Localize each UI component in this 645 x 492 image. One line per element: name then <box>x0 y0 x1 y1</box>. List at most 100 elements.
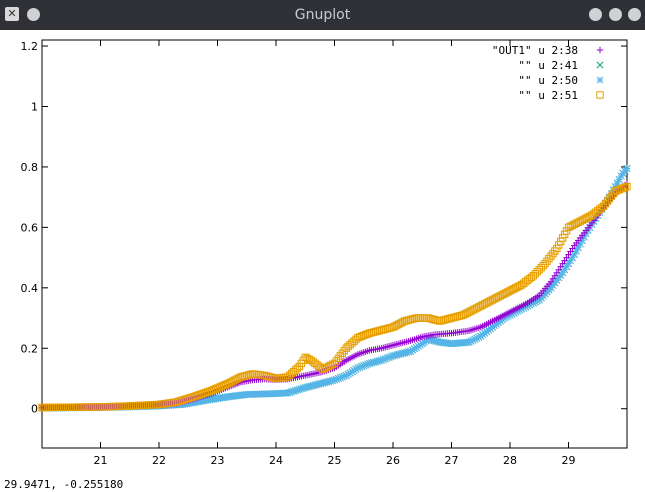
data-point <box>424 314 432 322</box>
data-point <box>299 384 307 392</box>
x-tick-label: 26 <box>386 454 400 467</box>
y-tick-label: 0.6 <box>21 221 39 234</box>
data-point <box>241 372 249 380</box>
data-point <box>336 352 345 360</box>
data-point <box>360 362 368 370</box>
data-point <box>570 251 578 259</box>
data-point <box>387 353 395 361</box>
data-point <box>453 312 462 321</box>
data-point <box>174 397 183 406</box>
shade-button-icon[interactable] <box>27 8 40 21</box>
data-point <box>397 319 405 327</box>
legend-marker-4 <box>596 91 604 99</box>
data-point <box>311 381 319 389</box>
legend: "OUT1" u 2:38 "" u 2:41 "" u 2:50 "" u 2:51 <box>492 44 604 102</box>
legend-label-3: "" u 2:50 <box>518 74 578 87</box>
data-point <box>330 359 339 368</box>
data-point <box>365 329 374 337</box>
data-point <box>307 382 315 390</box>
close-button-icon[interactable] <box>628 8 641 21</box>
data-point <box>564 260 573 268</box>
data-point <box>369 358 378 366</box>
data-point <box>561 266 569 274</box>
data-point <box>383 324 391 333</box>
legend-label-1: "OUT1" u 2:38 <box>492 44 578 57</box>
data-point <box>403 348 411 356</box>
data-point <box>471 335 479 343</box>
data-point <box>270 374 278 382</box>
series-1-points <box>38 180 631 412</box>
data-point <box>529 299 537 307</box>
data-point <box>289 387 298 395</box>
data-point <box>305 355 313 364</box>
data-point <box>430 315 438 324</box>
data-point <box>533 268 541 276</box>
data-point <box>286 388 294 396</box>
data-point <box>399 349 407 357</box>
data-point <box>180 395 189 404</box>
data-point <box>605 194 614 203</box>
data-point <box>295 385 303 393</box>
data-point <box>362 330 370 339</box>
data-point <box>443 315 452 323</box>
maximize-button-icon[interactable] <box>609 8 622 21</box>
data-point <box>362 361 370 369</box>
data-point <box>447 314 456 322</box>
data-point <box>358 332 366 340</box>
data-point <box>356 333 364 341</box>
data-point <box>217 382 226 391</box>
data-point <box>262 372 270 380</box>
data-point <box>332 357 341 365</box>
x-tick-label: 25 <box>328 454 342 467</box>
data-point <box>186 394 194 402</box>
data-point <box>334 374 342 383</box>
data-point <box>202 388 210 397</box>
data-point <box>330 376 339 384</box>
data-point <box>321 378 329 387</box>
data-point <box>467 337 475 345</box>
data-point <box>405 348 413 356</box>
data-point <box>607 190 615 198</box>
gnuplot-app-icon[interactable]: ✕ <box>5 7 19 21</box>
data-point <box>360 331 368 340</box>
data-point <box>619 184 627 192</box>
data-point <box>239 372 247 381</box>
data-point <box>381 325 389 333</box>
x-tick-label: 21 <box>94 454 108 467</box>
data-point <box>529 272 538 280</box>
data-point <box>340 372 348 380</box>
data-point <box>539 261 547 270</box>
data-point <box>264 372 272 381</box>
data-point <box>455 312 464 320</box>
y-tick-label: 0 <box>31 403 38 416</box>
data-point <box>549 249 557 258</box>
title-bar[interactable]: ✕ Gnuplot <box>0 0 645 30</box>
data-point <box>367 328 376 337</box>
data-point <box>363 330 372 338</box>
data-point <box>586 212 594 220</box>
data-point <box>325 377 333 386</box>
data-point <box>551 247 559 255</box>
window-title: Gnuplot <box>294 7 351 23</box>
series-2-points <box>38 164 631 412</box>
data-point <box>613 179 621 187</box>
data-point <box>475 333 483 341</box>
data-point <box>354 364 362 372</box>
data-point <box>547 252 555 260</box>
plot-canvas[interactable]: 0 0.2 0.4 0.6 0.8 1 1.2 21 22 23 24 25 26 27 28 29 "OUT… <box>0 30 645 477</box>
data-point <box>451 313 460 321</box>
data-point <box>375 326 384 335</box>
data-point <box>399 318 407 326</box>
data-point <box>266 373 274 381</box>
data-point <box>428 336 436 344</box>
data-point <box>559 269 567 277</box>
data-point <box>599 202 608 210</box>
data-point <box>613 186 621 195</box>
data-point <box>184 394 192 403</box>
data-point <box>237 373 245 381</box>
data-point <box>213 384 222 392</box>
data-point <box>566 257 575 265</box>
data-point <box>430 337 438 345</box>
minimize-button-icon[interactable] <box>589 8 602 21</box>
